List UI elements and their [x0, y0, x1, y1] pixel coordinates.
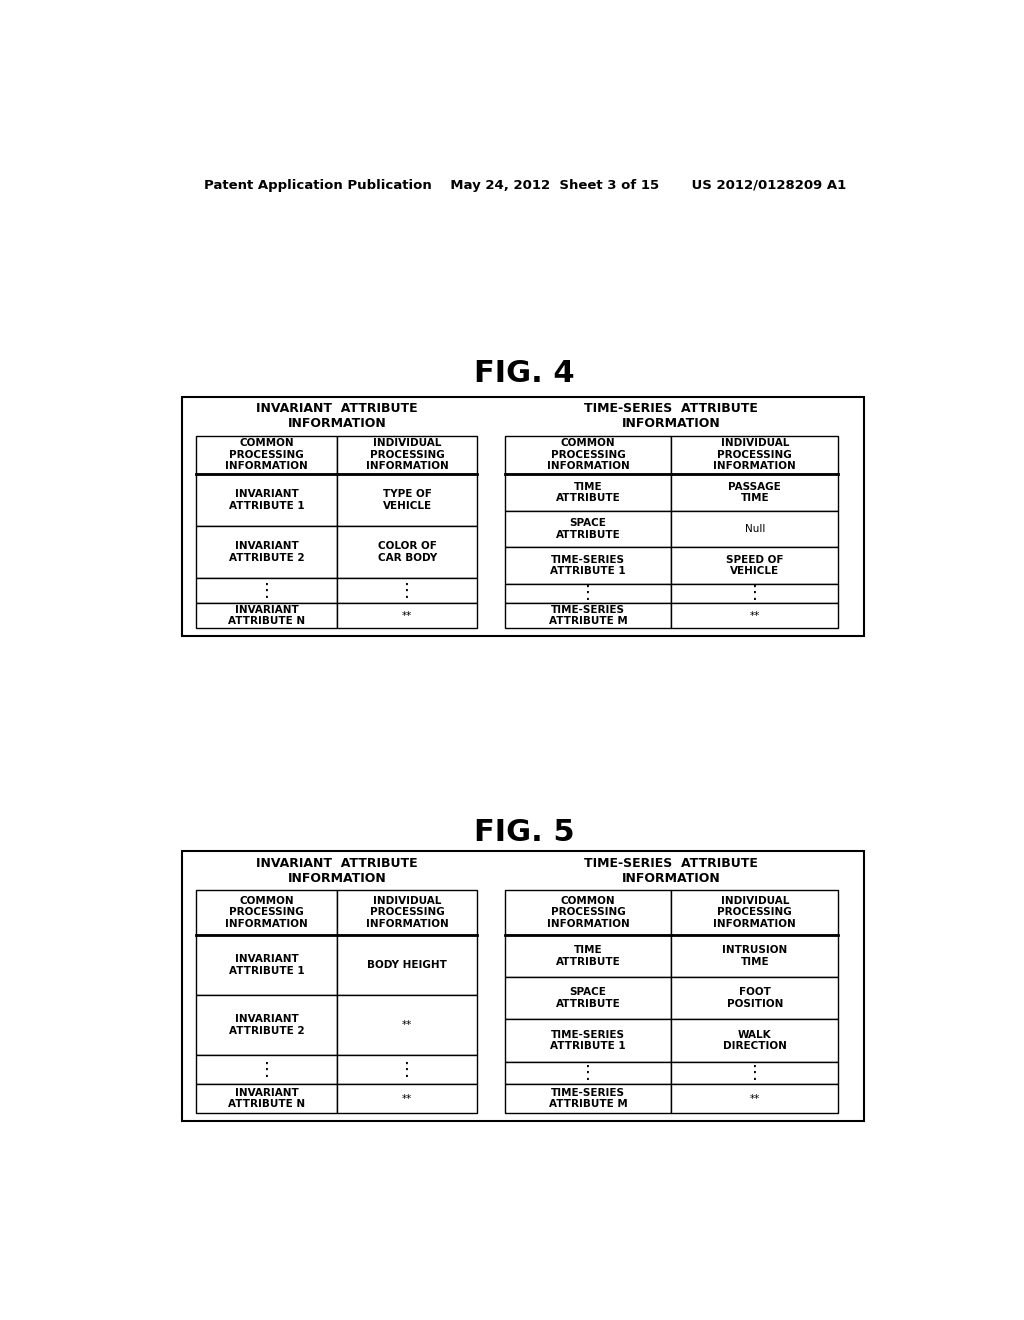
Bar: [505, 436, 672, 474]
Bar: [337, 935, 477, 995]
Bar: [182, 851, 864, 1121]
Text: ⋮: ⋮: [257, 582, 275, 599]
Text: ⋮: ⋮: [745, 1064, 764, 1082]
Text: COMMON
PROCESSING
INFORMATION: COMMON PROCESSING INFORMATION: [547, 896, 630, 929]
Text: ⋮: ⋮: [257, 1061, 275, 1078]
Bar: [672, 474, 839, 511]
Bar: [672, 583, 839, 603]
Text: ⋮: ⋮: [398, 1061, 416, 1078]
Text: INDIVIDUAL
PROCESSING
INFORMATION: INDIVIDUAL PROCESSING INFORMATION: [714, 438, 796, 471]
Bar: [505, 890, 672, 935]
Text: Null: Null: [744, 524, 765, 535]
Bar: [337, 578, 477, 603]
Bar: [197, 527, 337, 578]
Bar: [197, 1055, 337, 1084]
Bar: [197, 1084, 337, 1113]
Text: FIG. 4: FIG. 4: [474, 359, 575, 388]
Bar: [505, 1084, 672, 1113]
Bar: [197, 890, 337, 935]
Bar: [337, 436, 477, 474]
Text: INVARIANT
ATTRIBUTE N: INVARIANT ATTRIBUTE N: [228, 605, 305, 627]
Bar: [672, 436, 839, 474]
Text: TIME-SERIES
ATTRIBUTE 1: TIME-SERIES ATTRIBUTE 1: [550, 554, 626, 577]
Text: SPACE
ATTRIBUTE: SPACE ATTRIBUTE: [556, 519, 621, 540]
Text: COLOR OF
CAR BODY: COLOR OF CAR BODY: [378, 541, 437, 562]
Text: INVARIANT
ATTRIBUTE 1: INVARIANT ATTRIBUTE 1: [228, 954, 304, 975]
Text: INVARIANT  ATTRIBUTE
INFORMATION: INVARIANT ATTRIBUTE INFORMATION: [256, 857, 418, 884]
Bar: [672, 977, 839, 1019]
Bar: [197, 474, 337, 527]
Text: ⋮: ⋮: [579, 1064, 597, 1082]
Text: INTRUSION
TIME: INTRUSION TIME: [722, 945, 787, 966]
Bar: [505, 1061, 672, 1084]
Bar: [337, 474, 477, 527]
Bar: [505, 511, 672, 548]
Text: INDIVIDUAL
PROCESSING
INFORMATION: INDIVIDUAL PROCESSING INFORMATION: [366, 438, 449, 471]
Bar: [672, 548, 839, 583]
Text: PASSAGE
TIME: PASSAGE TIME: [728, 482, 781, 503]
Text: ⋮: ⋮: [398, 582, 416, 599]
Text: ⋮: ⋮: [745, 585, 764, 602]
Text: **: **: [750, 611, 760, 620]
Bar: [197, 935, 337, 995]
Text: INDIVIDUAL
PROCESSING
INFORMATION: INDIVIDUAL PROCESSING INFORMATION: [714, 896, 796, 929]
Text: **: **: [402, 1094, 413, 1104]
Bar: [197, 578, 337, 603]
Text: TIME-SERIES
ATTRIBUTE 1: TIME-SERIES ATTRIBUTE 1: [550, 1030, 626, 1052]
Text: Patent Application Publication    May 24, 2012  Sheet 3 of 15       US 2012/0128: Patent Application Publication May 24, 2…: [204, 178, 846, 191]
Text: FIG. 5: FIG. 5: [474, 817, 575, 846]
Text: COMMON
PROCESSING
INFORMATION: COMMON PROCESSING INFORMATION: [547, 438, 630, 471]
Text: TIME-SERIES  ATTRIBUTE
INFORMATION: TIME-SERIES ATTRIBUTE INFORMATION: [585, 403, 759, 430]
Text: COMMON
PROCESSING
INFORMATION: COMMON PROCESSING INFORMATION: [225, 438, 308, 471]
Bar: [672, 890, 839, 935]
Text: INVARIANT
ATTRIBUTE N: INVARIANT ATTRIBUTE N: [228, 1088, 305, 1110]
Text: TIME-SERIES
ATTRIBUTE M: TIME-SERIES ATTRIBUTE M: [549, 605, 628, 627]
Text: BODY HEIGHT: BODY HEIGHT: [368, 960, 447, 970]
Text: TIME
ATTRIBUTE: TIME ATTRIBUTE: [556, 945, 621, 966]
Bar: [337, 603, 477, 628]
Text: INVARIANT
ATTRIBUTE 2: INVARIANT ATTRIBUTE 2: [228, 541, 304, 562]
Text: COMMON
PROCESSING
INFORMATION: COMMON PROCESSING INFORMATION: [225, 896, 308, 929]
Bar: [197, 603, 337, 628]
Bar: [337, 1055, 477, 1084]
Bar: [337, 527, 477, 578]
Bar: [505, 935, 672, 977]
Text: **: **: [402, 1020, 413, 1030]
Bar: [505, 977, 672, 1019]
Text: WALK
DIRECTION: WALK DIRECTION: [723, 1030, 786, 1052]
Text: ⋮: ⋮: [579, 585, 597, 602]
Text: SPEED OF
VEHICLE: SPEED OF VEHICLE: [726, 554, 783, 577]
Text: SPACE
ATTRIBUTE: SPACE ATTRIBUTE: [556, 987, 621, 1008]
Bar: [182, 397, 864, 636]
Bar: [672, 1084, 839, 1113]
Text: FOOT
POSITION: FOOT POSITION: [727, 987, 783, 1008]
Text: INVARIANT  ATTRIBUTE
INFORMATION: INVARIANT ATTRIBUTE INFORMATION: [256, 403, 418, 430]
Bar: [505, 583, 672, 603]
Bar: [337, 890, 477, 935]
Bar: [672, 1019, 839, 1061]
Bar: [672, 603, 839, 628]
Text: INVARIANT
ATTRIBUTE 1: INVARIANT ATTRIBUTE 1: [228, 490, 304, 511]
Bar: [505, 474, 672, 511]
Bar: [672, 1061, 839, 1084]
Bar: [672, 935, 839, 977]
Bar: [197, 995, 337, 1055]
Bar: [505, 548, 672, 583]
Text: INVARIANT
ATTRIBUTE 2: INVARIANT ATTRIBUTE 2: [228, 1014, 304, 1036]
Text: INDIVIDUAL
PROCESSING
INFORMATION: INDIVIDUAL PROCESSING INFORMATION: [366, 896, 449, 929]
Text: TYPE OF
VEHICLE: TYPE OF VEHICLE: [383, 490, 432, 511]
Bar: [505, 1019, 672, 1061]
Text: **: **: [750, 1094, 760, 1104]
Text: **: **: [402, 611, 413, 620]
Text: TIME
ATTRIBUTE: TIME ATTRIBUTE: [556, 482, 621, 503]
Bar: [337, 995, 477, 1055]
Bar: [337, 1084, 477, 1113]
Text: TIME-SERIES
ATTRIBUTE M: TIME-SERIES ATTRIBUTE M: [549, 1088, 628, 1110]
Bar: [197, 436, 337, 474]
Text: TIME-SERIES  ATTRIBUTE
INFORMATION: TIME-SERIES ATTRIBUTE INFORMATION: [585, 857, 759, 884]
Bar: [672, 511, 839, 548]
Bar: [505, 603, 672, 628]
